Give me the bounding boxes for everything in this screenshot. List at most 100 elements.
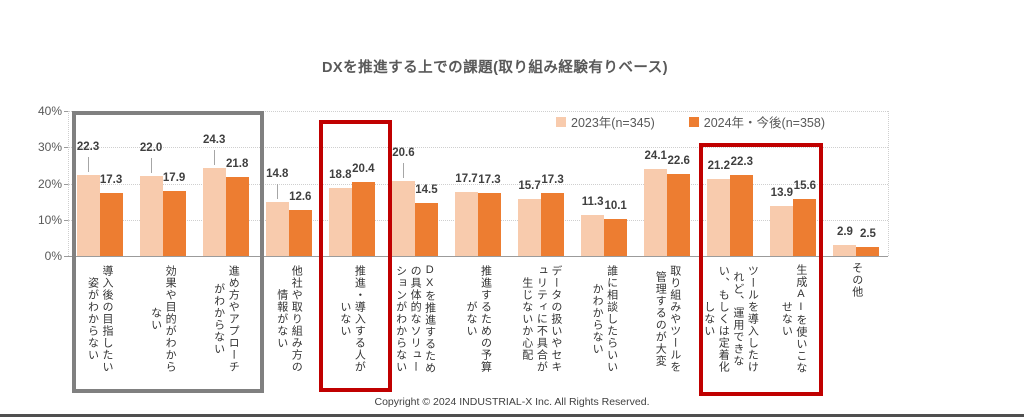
gridline-30% bbox=[68, 147, 888, 149]
value-label-2024-cat1: 17.3 bbox=[99, 174, 123, 187]
bar-2024-cat2 bbox=[162, 191, 186, 256]
category-label-text-6: DXを推進するための具体的なソリューションがわからない bbox=[394, 264, 436, 374]
gridline-40% bbox=[68, 111, 888, 112]
category-label-text-8: データの扱いやセキュリティに不具合が生じないか心配 bbox=[520, 265, 562, 373]
bar-2023-cat4 bbox=[265, 202, 289, 256]
plot-right-border bbox=[888, 111, 889, 256]
category-label-text-2: 効果や目的がわからない bbox=[149, 265, 177, 373]
category-label-text-10: 取り組みやツールを管理するのが大変 bbox=[654, 265, 681, 373]
category-label-text-11: ツールを導入したけれど、運用できない、もしくは定着化しない bbox=[702, 265, 759, 373]
value-label-2023-cat5: 18.8 bbox=[329, 168, 352, 181]
category-label-11: ツールを導入したけれど、運用できない、もしくは定着化しない bbox=[699, 262, 762, 382]
y-axis-label-10%: 10% bbox=[37, 212, 62, 227]
bar-2024-cat1 bbox=[99, 193, 123, 256]
legend-swatch-2023 bbox=[556, 116, 566, 127]
y-axis-label-30%: 30% bbox=[37, 140, 62, 155]
category-label-6: DXを推進するための具体的なソリューションがわからない bbox=[383, 262, 446, 382]
bar-2024-cat7 bbox=[478, 193, 501, 256]
bar-2023-cat5 bbox=[328, 187, 352, 256]
bar-2024-cat11 bbox=[730, 175, 754, 256]
value-label-2024-cat10: 22.6 bbox=[667, 155, 690, 168]
value-label-2023-cat10: 24.1 bbox=[644, 149, 667, 162]
chart-legend: 2023年(n=345) 2024年・今後(n=358) bbox=[556, 112, 825, 131]
legend-swatch-2024 bbox=[688, 116, 699, 127]
bar-2023-cat8 bbox=[518, 199, 542, 256]
bar-2024-cat3 bbox=[225, 176, 249, 256]
value-label-2024-cat12: 15.6 bbox=[793, 180, 817, 193]
value-label-2023-cat3: 24.3 bbox=[202, 133, 226, 146]
bar-2024-cat5 bbox=[351, 182, 375, 256]
value-label-2023-cat11: 21.2 bbox=[707, 160, 730, 173]
legend-item-2024: 2024年・今後(n=358) bbox=[688, 112, 825, 131]
chart-title: DXを推進する上での課題(取り組み経験有りベース) bbox=[321, 60, 669, 76]
plot-left-border bbox=[68, 111, 69, 256]
category-label-9: 誰に相談したらいいかわからない bbox=[573, 262, 636, 382]
bar-2023-cat11 bbox=[707, 179, 731, 256]
legend-item-2023: 2023年(n=345) bbox=[556, 112, 655, 131]
value-label-2023-cat9: 11.3 bbox=[581, 196, 604, 209]
bar-2023-cat1 bbox=[76, 175, 100, 256]
value-label-2023-cat1: 22.3 bbox=[76, 141, 100, 154]
category-label-4: 他社や取り組み方の情報がない bbox=[257, 262, 320, 382]
value-label-2023-cat8: 15.7 bbox=[518, 180, 541, 193]
y-axis-label-40%: 40% bbox=[37, 104, 62, 118]
y-axis-tick-30% bbox=[64, 147, 68, 149]
legend-label-2023: 2023年(n=345) bbox=[571, 116, 655, 130]
category-label-13: その他 bbox=[825, 262, 888, 382]
bar-2024-cat12 bbox=[793, 199, 817, 256]
value-label-2024-cat2: 17.9 bbox=[162, 172, 186, 185]
gridline-0% bbox=[68, 256, 888, 257]
value-leader-cat4 bbox=[277, 184, 279, 200]
value-label-2024-cat3: 21.8 bbox=[225, 157, 249, 170]
y-axis-tick-20% bbox=[64, 183, 68, 185]
copyright-text: Copyright © 2024 INDUSTRIAL-X Inc. All R… bbox=[374, 396, 650, 408]
value-label-2024-cat8: 17.3 bbox=[541, 174, 564, 187]
bar-2023-cat12 bbox=[770, 205, 794, 256]
value-label-2024-cat5: 20.4 bbox=[352, 163, 375, 176]
value-leader-cat2 bbox=[151, 158, 153, 174]
bar-2024-cat6 bbox=[414, 203, 438, 256]
value-label-2023-cat7: 17.7 bbox=[455, 172, 478, 185]
category-label-text-9: 誰に相談したらいいかわからない bbox=[591, 265, 618, 373]
bar-2023-cat7 bbox=[455, 191, 478, 256]
category-label-3: 進め方やアプローチがわからない bbox=[194, 262, 257, 382]
bar-2024-cat8 bbox=[541, 193, 565, 256]
bar-2024-cat10 bbox=[667, 174, 691, 256]
bar-2024-cat13 bbox=[856, 246, 880, 256]
bar-2023-cat9 bbox=[581, 215, 605, 256]
value-label-2024-cat13: 2.5 bbox=[859, 227, 876, 240]
category-label-2: 効果や目的がわからない bbox=[131, 262, 194, 382]
category-label-text-5: 推進・導入する人がいない bbox=[338, 265, 366, 373]
y-axis-label-20%: 20% bbox=[37, 176, 62, 191]
value-label-2023-cat4: 14.8 bbox=[266, 168, 289, 181]
category-label-text-1: 導入後の目指したい姿がわからない bbox=[86, 265, 114, 373]
bar-2024-cat4 bbox=[288, 210, 312, 256]
category-label-text-12: 生成AIを使いこなせない bbox=[780, 264, 807, 374]
y-axis-tick-0% bbox=[64, 256, 68, 257]
category-label-text-4: 他社や取り組み方の情報がない bbox=[275, 265, 303, 373]
y-axis-tick-10% bbox=[64, 219, 68, 221]
y-axis-label-0%: 0% bbox=[44, 249, 62, 263]
value-label-2023-cat2: 22.0 bbox=[139, 142, 163, 155]
category-label-5: 推進・導入する人がいない bbox=[320, 262, 383, 382]
bar-2023-cat6 bbox=[391, 181, 415, 256]
value-label-2024-cat9: 10.1 bbox=[604, 200, 627, 213]
window-bottom-edge bbox=[0, 414, 1024, 417]
category-label-10: 取り組みやツールを管理するのが大変 bbox=[636, 262, 699, 382]
bar-2023-cat10 bbox=[644, 168, 668, 256]
category-label-text-7: 推進するための予算がない bbox=[464, 265, 492, 373]
value-label-2023-cat13: 2.9 bbox=[836, 226, 853, 239]
highlight-red-box-2 bbox=[698, 143, 823, 396]
y-axis-tick-40% bbox=[64, 111, 68, 112]
gridline-20% bbox=[68, 183, 888, 185]
category-label-12: 生成AIを使いこなせない bbox=[762, 262, 825, 382]
bar-2023-cat2 bbox=[139, 176, 163, 256]
legend-label-2024: 2024年・今後(n=358) bbox=[703, 116, 825, 130]
value-label-2023-cat12: 13.9 bbox=[770, 186, 794, 199]
value-label-2024-cat11: 22.3 bbox=[730, 156, 753, 169]
category-label-7: 推進するための予算がない bbox=[446, 262, 509, 382]
value-leader-cat1 bbox=[88, 157, 90, 173]
category-label-8: データの扱いやセキュリティに不具合が生じないか心配 bbox=[510, 262, 573, 382]
value-label-2024-cat7: 17.3 bbox=[478, 174, 501, 187]
category-label-text-13: その他 bbox=[850, 262, 863, 298]
